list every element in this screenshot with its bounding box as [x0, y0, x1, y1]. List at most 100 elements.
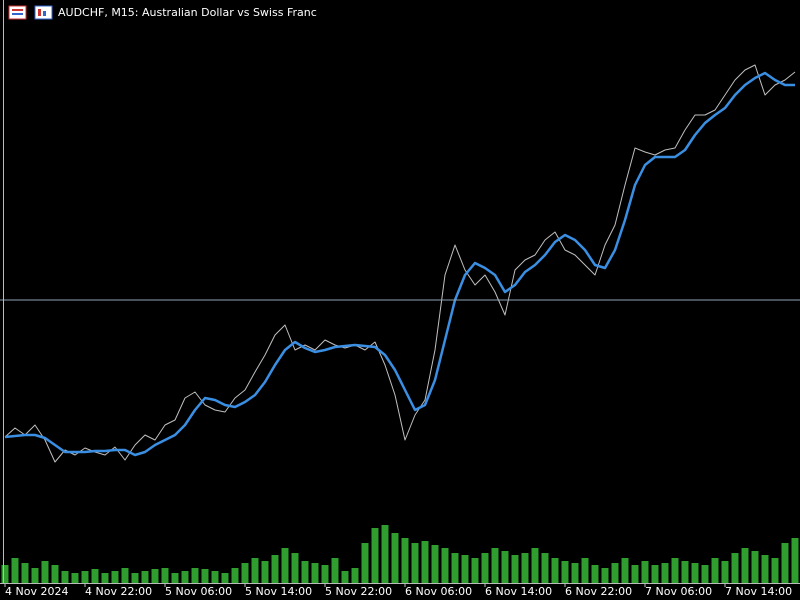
volume-bar [681, 561, 689, 583]
volume-bar [471, 558, 479, 583]
volume-bar [601, 568, 609, 583]
volume-bar [351, 568, 359, 583]
volume-bar [671, 558, 679, 583]
volume-bar [651, 565, 659, 583]
volume-bar [731, 553, 739, 583]
chart-title: AUDCHF, M15: Australian Dollar vs Swiss … [58, 6, 317, 19]
volume-bar [531, 548, 539, 583]
volume-bar [501, 551, 509, 583]
volume-bar [181, 571, 189, 583]
volume-bar [661, 563, 669, 583]
plot-area [1, 64, 799, 583]
volume-bar [121, 568, 129, 583]
volume-bar [171, 573, 179, 583]
volume-bar [381, 525, 389, 583]
volume-bar [251, 558, 259, 583]
volume-bar [781, 543, 789, 583]
volume-bar [391, 533, 399, 583]
x-tick-label: 7 Nov 14:00 [725, 585, 792, 598]
volume-bar [61, 571, 69, 583]
x-tick-label: 6 Nov 14:00 [485, 585, 552, 598]
volume-bar [561, 561, 569, 583]
volume-bar [151, 569, 159, 583]
volume-bar [81, 571, 89, 583]
volume-bar [631, 565, 639, 583]
volume-bar [11, 558, 19, 583]
volume-bar [311, 563, 319, 583]
volume-bar [541, 553, 549, 583]
volume-bar [401, 538, 409, 583]
volume-bar [581, 558, 589, 583]
volume-bar [281, 548, 289, 583]
x-tick-label: 5 Nov 22:00 [325, 585, 392, 598]
volume-bar [161, 568, 169, 583]
volume-bar [751, 551, 759, 583]
volume-bar [721, 561, 729, 583]
x-tick-label: 6 Nov 22:00 [565, 585, 632, 598]
volume-bar [701, 565, 709, 583]
volume-bar [371, 528, 379, 583]
volume-bar [431, 545, 439, 583]
volume-bar [261, 561, 269, 583]
volume-bar [621, 558, 629, 583]
volume-bar [191, 568, 199, 583]
icon-bar [38, 9, 41, 16]
volume-bar [341, 571, 349, 583]
volume-bar [271, 555, 279, 583]
toolbar-icons [8, 5, 53, 20]
volume-bar [411, 543, 419, 583]
x-tick-label: 7 Nov 06:00 [645, 585, 712, 598]
volume-bar [791, 538, 799, 583]
icon-bar [43, 11, 46, 16]
volume-bar [51, 565, 59, 583]
volume-bar [101, 573, 109, 583]
volume-bar [111, 571, 119, 583]
volume-bar [291, 553, 299, 583]
volume-bar [231, 568, 239, 583]
volume-bar [31, 568, 39, 583]
volume-bar [241, 563, 249, 583]
x-tick-label: 4 Nov 22:00 [85, 585, 152, 598]
volume-bar [551, 558, 559, 583]
volume-bar [641, 561, 649, 583]
x-tick-label: 6 Nov 06:00 [405, 585, 472, 598]
volume-bar [481, 553, 489, 583]
volume-bar [71, 573, 79, 583]
volume-bar [91, 569, 99, 583]
volume-bar [221, 573, 229, 583]
volume-bar [711, 558, 719, 583]
volume-bar [771, 558, 779, 583]
volume-bar [1, 565, 9, 583]
series-line [4, 64, 796, 463]
volume-bar [441, 548, 449, 583]
volume-bar [451, 553, 459, 583]
x-tick-label: 4 Nov 2024 [5, 585, 68, 598]
volume-bar [611, 563, 619, 583]
volume-bar [201, 569, 209, 583]
volume-bar [321, 565, 329, 583]
volume-bar [491, 548, 499, 583]
volume-bar [141, 571, 149, 583]
volume-bar [511, 555, 519, 583]
volume-bar [591, 565, 599, 583]
icon-line [12, 13, 23, 15]
volume-bar [331, 558, 339, 583]
icon-list[interactable] [8, 5, 27, 20]
series-line [4, 71, 795, 457]
volume-bar [691, 563, 699, 583]
volume-bar [361, 543, 369, 583]
volume-bar [131, 573, 139, 583]
volume-bar [521, 553, 529, 583]
volume-bar [741, 548, 749, 583]
volume-bar [301, 561, 309, 583]
volume-bar [21, 563, 29, 583]
volume-bar [461, 555, 469, 583]
volume-bar [761, 555, 769, 583]
volume-bar [421, 541, 429, 583]
volume-bar [571, 563, 579, 583]
volume-bar [41, 561, 49, 583]
x-tick-label: 5 Nov 06:00 [165, 585, 232, 598]
icon-line [12, 9, 23, 11]
